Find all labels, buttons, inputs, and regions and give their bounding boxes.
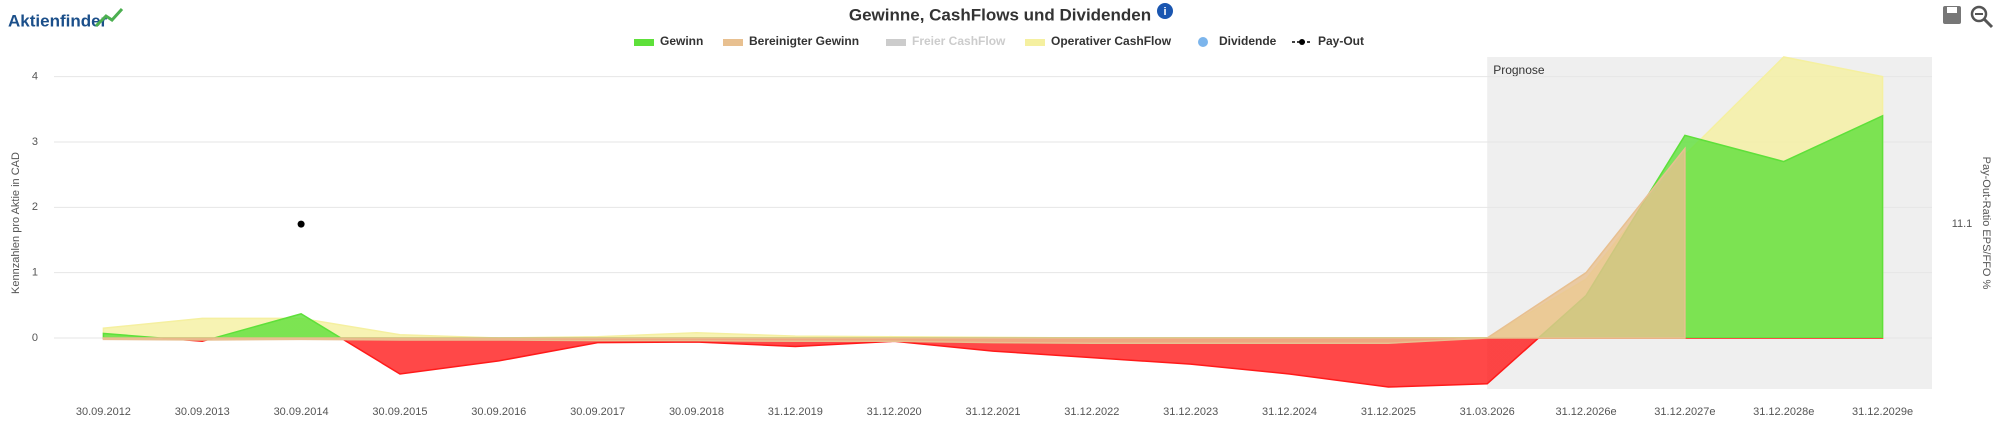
legend-label[interactable]: Gewinn xyxy=(660,34,703,48)
x-tick-label: 31.12.2027e xyxy=(1654,406,1715,418)
info-glyph[interactable]: i xyxy=(1163,6,1166,18)
area xyxy=(102,114,1884,388)
x-tick-label: 31.12.2021 xyxy=(965,406,1020,418)
legend-label[interactable]: Freier CashFlow xyxy=(912,34,1006,48)
legend-label[interactable]: Bereinigter Gewinn xyxy=(749,34,859,48)
x-tick-label: 31.12.2023 xyxy=(1163,406,1218,418)
x-tick-label: 30.09.2017 xyxy=(570,406,625,418)
x-tick-label: 30.09.2015 xyxy=(372,406,427,418)
x-tick-label: 30.09.2014 xyxy=(274,406,329,418)
x-tick-label: 31.12.2022 xyxy=(1064,406,1119,418)
legend-label[interactable]: Dividende xyxy=(1219,34,1277,48)
y-tick-label: 1 xyxy=(32,267,38,279)
x-tick-label: 30.09.2016 xyxy=(471,406,526,418)
legend-symbol xyxy=(886,39,906,46)
y-tick-label: 3 xyxy=(32,136,38,148)
info-circle[interactable] xyxy=(1157,3,1173,19)
info-icon[interactable]: i xyxy=(1157,3,1173,19)
payout-point xyxy=(297,220,305,228)
y-tick-label: 4 xyxy=(32,71,38,83)
logo-arrow xyxy=(94,7,124,28)
legend-symbol xyxy=(1299,39,1305,45)
y-axis-label: Kennzahlen pro Aktie in CAD xyxy=(10,152,22,294)
legend-label[interactable]: Operativer CashFlow xyxy=(1051,34,1172,48)
zoom-handle[interactable] xyxy=(1982,17,1994,29)
x-tick-label: 30.09.2012 xyxy=(76,406,131,418)
x-tick-label: 30.09.2013 xyxy=(175,406,230,418)
legend-symbol xyxy=(1198,37,1208,47)
x-tick-label: 31.12.2019 xyxy=(768,406,823,418)
save-slot[interactable] xyxy=(1947,7,1957,13)
legend-symbol xyxy=(1025,39,1045,46)
legend-symbol xyxy=(723,39,743,46)
legend-label[interactable]: Pay-Out xyxy=(1318,34,1364,48)
x-tick-label: 31.12.2026e xyxy=(1555,406,1616,418)
x-tick-label: 31.12.2020 xyxy=(867,406,922,418)
x-tick-label: 31.12.2029e xyxy=(1852,406,1913,418)
area xyxy=(102,146,1686,345)
x-tick-label: 31.12.2028e xyxy=(1753,406,1814,418)
save-icon[interactable] xyxy=(1943,6,1961,24)
zoom-lens[interactable] xyxy=(1970,5,1988,23)
zoom-icon[interactable] xyxy=(1970,5,1994,29)
y2-axis-label: Pay-Out-Ratio EPS/FFO % xyxy=(1980,157,1992,290)
x-tick-label: 31.12.2024 xyxy=(1262,406,1317,418)
forecast-label: Prognose xyxy=(1493,63,1545,77)
x-tick-label: 31.03.2026 xyxy=(1460,406,1515,418)
legend-symbol xyxy=(634,39,654,46)
y-tick-label: 0 xyxy=(32,332,38,344)
x-tick-label: 30.09.2018 xyxy=(669,406,724,418)
logo: Aktienfinder xyxy=(8,11,108,30)
x-tick-label: 31.12.2025 xyxy=(1361,406,1416,418)
y-tick-label: 2 xyxy=(32,201,38,213)
chart-title: Gewinne, CashFlows und Dividenden xyxy=(849,5,1151,24)
y2-tick-label: 11.1 xyxy=(1952,218,1973,230)
